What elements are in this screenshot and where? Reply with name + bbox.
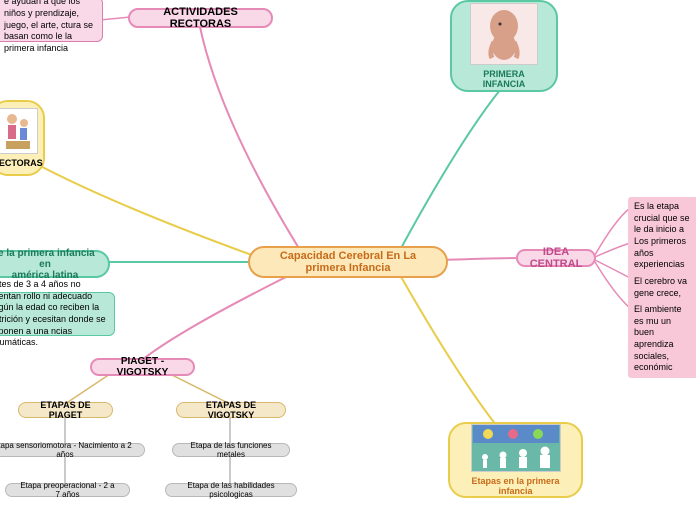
primera-infancia-label: PRIMERA INFANCIA xyxy=(464,69,544,89)
rectoras-node[interactable]: RECTORAS xyxy=(0,100,45,176)
primera-infancia-image xyxy=(470,3,538,65)
actividades-label: ACTIVIDADES RECTORAS xyxy=(142,6,259,30)
piaget-sub2-label: Etapa preoperacional - 2 a 7 años xyxy=(18,481,117,499)
piaget-sub1[interactable]: tapa sensoriomotora - Nacimiento a 2 año… xyxy=(0,443,145,457)
vigotsky-sub1[interactable]: Etapa de las funciones metales xyxy=(172,443,290,457)
note4: El ambiente es mu un buen aprendiza soci… xyxy=(628,300,696,378)
etapas-piaget-node[interactable]: ETAPAS DE PIAGET xyxy=(18,402,113,418)
etapas-infancia-image xyxy=(471,424,561,472)
vigotsky-sub1-label: Etapa de las funciones metales xyxy=(185,441,277,459)
vigotsky-sub2[interactable]: Etapa de las habilidades psicologicas xyxy=(165,483,297,497)
central-node[interactable]: Capacidad Cerebral En La primera Infanci… xyxy=(248,246,448,278)
central-label: Capacidad Cerebral En La primera Infanci… xyxy=(262,250,434,274)
actividades-node[interactable]: ACTIVIDADES RECTORAS xyxy=(128,8,273,28)
primera-infancia-node[interactable]: PRIMERA INFANCIA xyxy=(450,0,558,92)
idea-central-node[interactable]: IDEA CENTRAL xyxy=(516,249,596,267)
etapas-infancia-label: Etapas en la primera infancia xyxy=(462,476,569,496)
actividades-desc: ón integral a través de e ayudan a que l… xyxy=(0,0,103,42)
etapas-vigotsky-node[interactable]: ETAPAS DE VIGOTSKY xyxy=(176,402,286,418)
latina-node[interactable]: le la primera infancia en américa latina xyxy=(0,250,110,278)
piaget-sub2[interactable]: Etapa preoperacional - 2 a 7 años xyxy=(5,483,130,497)
rectoras-label: RECTORAS xyxy=(0,158,43,168)
idea-central-label: IDEA CENTRAL xyxy=(530,246,583,270)
etapas-piaget-label: ETAPAS DE PIAGET xyxy=(31,400,100,420)
latina-desc: antes de 3 a 4 años no cuentan rollo ni … xyxy=(0,292,115,336)
piaget-label: PIAGET - VIGOTSKY xyxy=(104,356,181,378)
etapas-infancia-node[interactable]: Etapas en la primera infancia xyxy=(448,422,583,498)
vigotsky-sub2-label: Etapa de las habilidades psicologicas xyxy=(178,481,284,499)
latina-desc-text: antes de 3 a 4 años no cuentan rollo ni … xyxy=(0,279,106,349)
piaget-node[interactable]: PIAGET - VIGOTSKY xyxy=(90,358,195,376)
actividades-desc-text: ón integral a través de e ayudan a que l… xyxy=(4,0,94,55)
latina-label1: le la primera infancia en xyxy=(0,248,96,270)
note4-text: El ambiente es mu un buen aprendiza soci… xyxy=(634,304,682,372)
piaget-sub1-label: tapa sensoriomotora - Nacimiento a 2 año… xyxy=(0,441,132,459)
rectoras-image xyxy=(0,108,38,154)
etapas-vigotsky-label: ETAPAS DE VIGOTSKY xyxy=(189,400,273,420)
